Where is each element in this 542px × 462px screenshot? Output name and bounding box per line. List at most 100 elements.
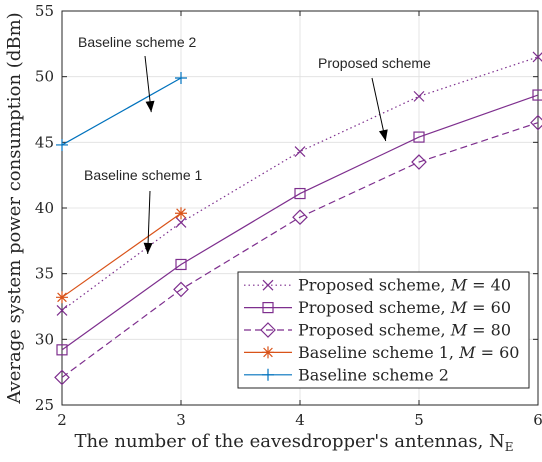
y-axis-label: Average system power consumption (dBm) xyxy=(4,12,25,404)
x-tick-label: 4 xyxy=(295,411,305,429)
square-marker xyxy=(175,258,187,271)
x-marker xyxy=(175,217,187,228)
data-point xyxy=(175,207,187,220)
legend-label-part: Proposed scheme, xyxy=(298,321,451,340)
diamond-marker xyxy=(411,154,427,170)
legend-label: Baseline scheme 2 xyxy=(298,365,449,384)
x-tick-label: 3 xyxy=(176,411,186,429)
legend-label: Proposed scheme, M = 80 xyxy=(298,321,511,340)
x-axis-label-subscript: E xyxy=(505,440,514,454)
x-tick-label: 6 xyxy=(533,411,542,429)
diamond-marker xyxy=(260,322,276,338)
data-point xyxy=(173,281,189,298)
legend-label-part: M xyxy=(450,321,468,340)
legend-label-part: M xyxy=(450,276,468,295)
data-point xyxy=(530,114,542,131)
annotation-arrowhead xyxy=(145,100,155,113)
legend-label-part: Proposed scheme, xyxy=(298,276,451,295)
series-3 xyxy=(54,114,542,386)
annotation-arrowhead xyxy=(143,242,153,254)
series-5 xyxy=(56,71,187,151)
square-marker xyxy=(262,302,274,314)
legend-label-part: Baseline scheme 2 xyxy=(298,365,449,384)
y-tick-label: 45 xyxy=(35,133,54,151)
legend-label-part: Baseline scheme 1, xyxy=(298,343,459,362)
annotation-3: Proposed scheme xyxy=(318,55,431,142)
legend-item: Baseline scheme 2 xyxy=(244,365,449,384)
annotation-text: Baseline scheme 2 xyxy=(78,34,197,50)
plus-marker xyxy=(262,368,274,381)
series-1 xyxy=(56,51,542,316)
square-marker xyxy=(532,89,542,101)
legend-item: Baseline scheme 1, M = 60 xyxy=(244,343,519,362)
data-point xyxy=(175,258,187,271)
legend-item: Proposed scheme, M = 40 xyxy=(244,276,511,295)
data-point xyxy=(532,89,542,101)
x-marker xyxy=(294,146,306,157)
series-line xyxy=(61,77,182,146)
data-point xyxy=(56,305,68,316)
annotation-text: Proposed scheme xyxy=(318,55,431,71)
x-tick-label: 5 xyxy=(414,411,424,429)
annotation-arrowhead xyxy=(378,129,388,142)
annotation-2: Baseline scheme 1 xyxy=(84,167,203,254)
asterisk-marker xyxy=(262,346,274,359)
square-marker xyxy=(294,187,306,200)
legend: Proposed scheme, M = 40 Proposed scheme, … xyxy=(237,271,530,389)
annotation-1: Baseline scheme 2 xyxy=(78,34,197,113)
legend-label: Proposed scheme, M = 60 xyxy=(298,298,511,317)
y-tick-label: 50 xyxy=(35,68,54,86)
legend-item: Proposed scheme, M = 60 xyxy=(244,298,511,317)
y-tick-label: 40 xyxy=(35,199,54,217)
square-marker xyxy=(56,344,68,356)
legend-label: Proposed scheme, M = 40 xyxy=(298,276,511,295)
x-marker xyxy=(413,90,425,102)
diamond-marker xyxy=(54,369,70,386)
y-tick-label: 30 xyxy=(35,330,54,348)
data-point xyxy=(292,209,308,226)
legend-label-part: = 80 xyxy=(467,321,511,340)
data-point xyxy=(411,154,427,170)
data-point xyxy=(413,90,425,102)
x-axis-label-text: The number of the eavesdropper's antenna… xyxy=(74,431,504,452)
series-line xyxy=(61,94,539,351)
data-point xyxy=(54,369,70,386)
annotation-text: Baseline scheme 1 xyxy=(84,167,203,183)
data-point xyxy=(262,346,274,359)
data-point xyxy=(262,368,274,381)
plus-marker xyxy=(175,71,187,84)
x-marker xyxy=(262,279,274,291)
legend-item: Proposed scheme, M = 80 xyxy=(244,321,511,340)
square-marker xyxy=(413,131,425,143)
data-point xyxy=(175,217,187,228)
x-axis-label: The number of the eavesdropper's antenna… xyxy=(74,431,513,454)
data-point xyxy=(262,279,274,291)
data-point xyxy=(413,131,425,143)
diamond-marker xyxy=(173,281,189,298)
series-2 xyxy=(56,89,542,356)
legend-label-part: = 60 xyxy=(475,343,519,362)
diamond-marker xyxy=(292,209,308,226)
legend-label-part: M xyxy=(450,298,468,317)
legend-label: Baseline scheme 1, M = 60 xyxy=(298,343,519,362)
data-point xyxy=(260,322,276,338)
asterisk-marker xyxy=(56,291,68,304)
series-line xyxy=(61,122,539,378)
data-point xyxy=(56,138,68,151)
data-point xyxy=(532,51,542,63)
data-point xyxy=(175,71,187,84)
data-point xyxy=(56,291,68,304)
data-point xyxy=(56,344,68,356)
series-line xyxy=(61,56,539,311)
y-tick-label: 55 xyxy=(35,2,54,20)
data-point xyxy=(294,146,306,157)
x-marker xyxy=(532,51,542,63)
data-point xyxy=(294,187,306,200)
legend-label-part: M xyxy=(458,343,476,362)
y-tick-label: 35 xyxy=(35,265,54,283)
legend-label-part: = 60 xyxy=(467,298,511,317)
diamond-marker xyxy=(530,114,542,131)
x-marker xyxy=(56,305,68,316)
